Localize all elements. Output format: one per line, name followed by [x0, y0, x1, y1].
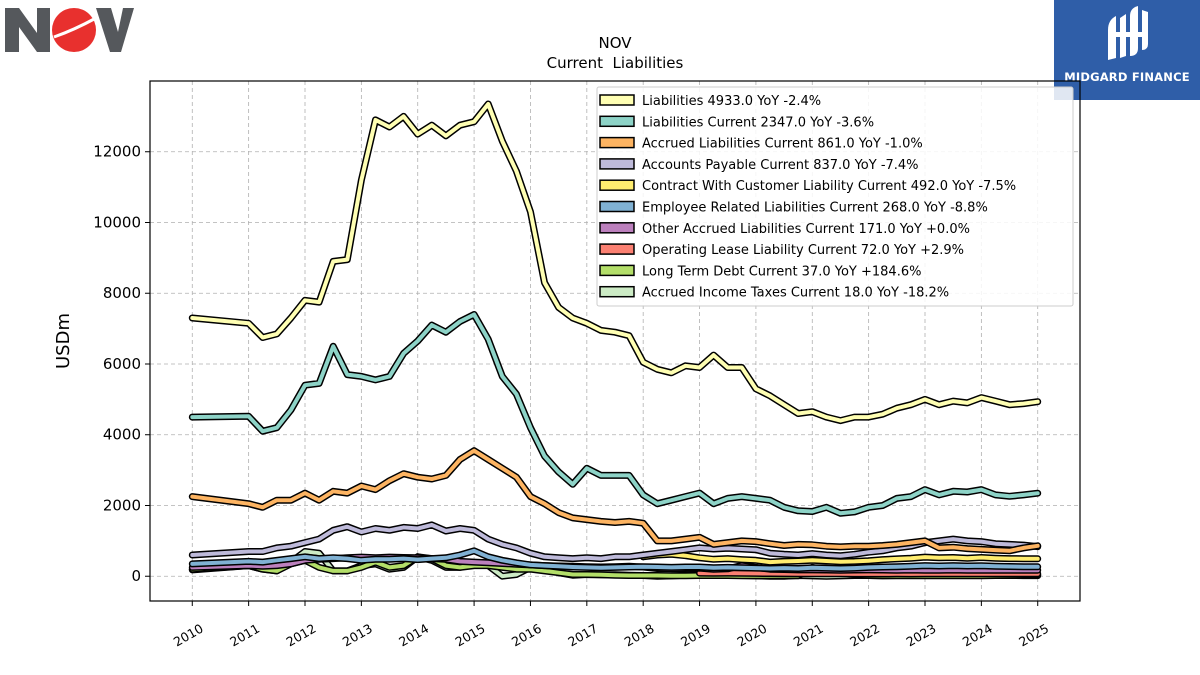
plot-area-frame	[149, 80, 1081, 602]
series-line-stroke	[190, 448, 1040, 553]
series-line-stroke	[697, 571, 1040, 576]
x-tick-label: 2018	[622, 621, 657, 650]
series-line	[188, 447, 1042, 555]
series-line	[188, 521, 1042, 563]
legend-label: Liabilities 4933.0 YoY -2.4%	[642, 94, 821, 109]
midgard-finance-logo: MIDGARD FINANCE	[1054, 0, 1200, 100]
y-tick-label: 0	[131, 567, 141, 585]
y-tick-label: 2000	[103, 496, 141, 514]
legend-label: Employee Related Liabilities Current 268…	[642, 201, 988, 216]
legend-label: Liabilities Current 2347.0 YoY -3.6%	[642, 115, 874, 130]
x-tick-label: 2010	[171, 621, 206, 650]
legend-label: Accounts Payable Current 837.0 YoY -7.4%	[642, 158, 919, 173]
legend-swatch	[599, 94, 635, 106]
x-tick-label: 2023	[903, 621, 938, 650]
x-tick-label: 2024	[960, 621, 995, 650]
series-line	[188, 311, 1042, 517]
legend-label: Long Term Debt Current 37.0 YoY +184.6%	[642, 264, 921, 279]
series-line-stroke	[190, 548, 1040, 571]
nov-logo	[5, 8, 134, 52]
legend-swatch	[599, 264, 635, 277]
nov-logo-letter-n	[5, 8, 50, 52]
legend-swatch	[599, 200, 635, 213]
y-tick-label: 10000	[93, 213, 141, 231]
x-tick-label: 2014	[396, 621, 431, 650]
x-tick-label: 2015	[453, 621, 488, 650]
series-line	[188, 100, 1042, 425]
midgard-finance-wordmark: MIDGARD FINANCE	[1064, 70, 1190, 84]
y-tick-label: 8000	[103, 284, 141, 302]
x-tick-label: 2020	[734, 621, 769, 650]
legend-swatch	[599, 158, 635, 170]
legend-swatch	[599, 179, 635, 191]
y-tick-label: 12000	[93, 143, 141, 161]
legend-item: Operating Lease Liability Current 72.0 Y…	[599, 243, 964, 258]
x-tick-label: 2017	[565, 621, 600, 650]
legend-swatch	[599, 115, 635, 128]
legend-frame	[596, 86, 1074, 307]
series-line-stroke	[190, 522, 1040, 561]
x-tick-label: 2025	[1016, 621, 1051, 650]
legend-label: Operating Lease Liability Current 72.0 Y…	[642, 243, 964, 258]
legend-label: Accrued Income Taxes Current 18.0 YoY -1…	[642, 286, 949, 301]
midgard-emblem-icon	[1108, 6, 1148, 60]
legend-item: Other Accrued Liabilities Current 171.0 …	[599, 222, 970, 237]
series-line	[696, 569, 1042, 578]
x-tick-label: 2011	[227, 621, 262, 650]
legend-item: Long Term Debt Current 37.0 YoY +184.6%	[599, 264, 921, 279]
legend-item: Contract With Customer Liability Current…	[599, 179, 1016, 194]
legend-swatch	[599, 136, 635, 149]
legend-swatch	[599, 222, 635, 234]
series-line	[188, 547, 1042, 572]
x-tick-label: 2021	[791, 621, 826, 650]
series-line-stroke	[190, 102, 1040, 423]
x-tick-label: 2013	[340, 621, 375, 650]
legend-label: Other Accrued Liabilities Current 171.0 …	[642, 222, 970, 237]
chart-subtitle: Current Liabilities	[547, 54, 684, 72]
nov-logo-letter-v	[96, 8, 134, 52]
legend-swatch	[599, 243, 635, 255]
legend-label: Accrued Liabilities Current 861.0 YoY -1…	[642, 137, 923, 152]
x-tick-label: 2012	[283, 621, 318, 650]
chart-title: NOV	[598, 34, 632, 52]
series-line-stroke	[190, 312, 1040, 516]
legend-item: Accounts Payable Current 837.0 YoY -7.4%	[599, 158, 919, 173]
series-line-stroke	[641, 552, 1040, 565]
legend-label: Contract With Customer Liability Current…	[642, 179, 1016, 194]
legend-item: Liabilities 4933.0 YoY -2.4%	[599, 94, 821, 109]
legend-item: Employee Related Liabilities Current 268…	[599, 200, 988, 216]
x-tick-label: 2019	[678, 621, 713, 650]
x-tick-label: 2016	[509, 621, 544, 650]
series-line-outline	[188, 311, 1042, 517]
legend: Liabilities 4933.0 YoY -2.4% Liabilities …	[596, 86, 1074, 307]
y-axis-label: USDm	[53, 313, 74, 369]
legend-item: Accrued Income Taxes Current 18.0 YoY -1…	[599, 285, 949, 301]
series-line	[639, 550, 1042, 566]
y-tick-label: 4000	[103, 426, 141, 444]
legend-item: Accrued Liabilities Current 861.0 YoY -1…	[599, 136, 923, 152]
y-tick-label: 6000	[103, 355, 141, 373]
x-tick-label: 2022	[847, 621, 882, 650]
legend-swatch	[599, 285, 635, 298]
series-lines	[188, 100, 1042, 580]
legend-item: Liabilities Current 2347.0 YoY -3.6%	[599, 115, 874, 130]
